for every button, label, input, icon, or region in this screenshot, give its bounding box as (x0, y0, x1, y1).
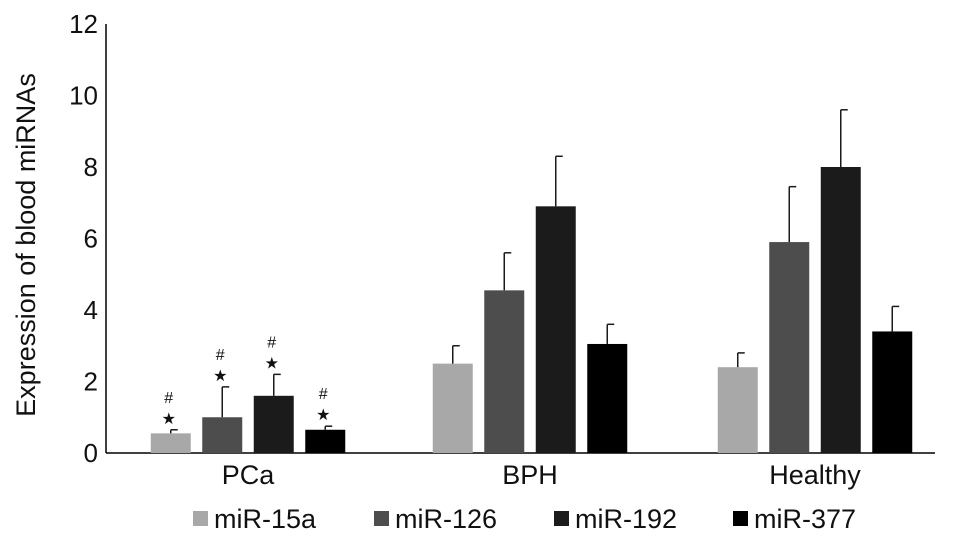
significance-hash: # (319, 386, 328, 403)
bar-miR-15a-BPH (432, 363, 473, 453)
significance-star: ★ (213, 368, 227, 385)
bar-miR-377-BPH (587, 343, 628, 453)
y-tick-label: 12 (69, 9, 98, 39)
y-tick-label: 0 (84, 438, 98, 468)
legend-swatch-miR-192 (554, 511, 569, 526)
significance-star: ★ (162, 411, 176, 428)
y-tick-label: 10 (69, 81, 98, 111)
legend-label-miR-192: miR-192 (575, 504, 677, 534)
bar-miR-126-PCa (202, 417, 243, 453)
y-tick-labels: 0 2 4 6 8 10 12 (69, 9, 98, 468)
bar-miR-126-Healthy (769, 242, 810, 453)
bar-miR-15a-Healthy (717, 367, 758, 453)
bars (150, 167, 913, 453)
legend: miR-15a miR-126 miR-192 miR-377 (193, 504, 856, 534)
significance-star: ★ (316, 407, 330, 424)
legend-swatch-miR-126 (374, 511, 389, 526)
category-label: Healthy (769, 460, 861, 490)
y-tick-label: 8 (84, 152, 98, 182)
y-axis-title: Expression of blood miRNAs (11, 73, 41, 417)
bar-miR-192-PCa (253, 395, 294, 453)
significance-marks: ★ # ★ # ★ # ★ # (162, 334, 331, 427)
significance-star: ★ (265, 355, 279, 372)
significance-hash: # (216, 347, 225, 364)
bar-miR-192-Healthy (820, 167, 861, 453)
error-bars (170, 109, 900, 434)
significance-hash: # (164, 390, 173, 407)
legend-label-miR-126: miR-126 (395, 504, 497, 534)
category-labels: PCa BPH Healthy (222, 460, 862, 490)
category-label: PCa (222, 460, 276, 490)
bar-miR-15a-PCa (150, 433, 191, 453)
legend-label-miR-15a: miR-15a (214, 504, 317, 534)
bar-miR-126-BPH (484, 290, 525, 453)
legend-swatch-miR-15a (193, 511, 208, 526)
legend-label-miR-377: miR-377 (754, 504, 856, 534)
legend-swatch-miR-377 (733, 511, 748, 526)
y-tick-label: 6 (84, 224, 98, 254)
bar-miR-377-PCa (305, 429, 346, 453)
y-tick-label: 4 (84, 295, 98, 325)
bar-miR-377-Healthy (872, 331, 913, 453)
y-tick-label: 2 (84, 367, 98, 397)
significance-hash: # (267, 334, 276, 351)
bar-miR-192-BPH (535, 206, 576, 453)
category-label: BPH (502, 460, 558, 490)
